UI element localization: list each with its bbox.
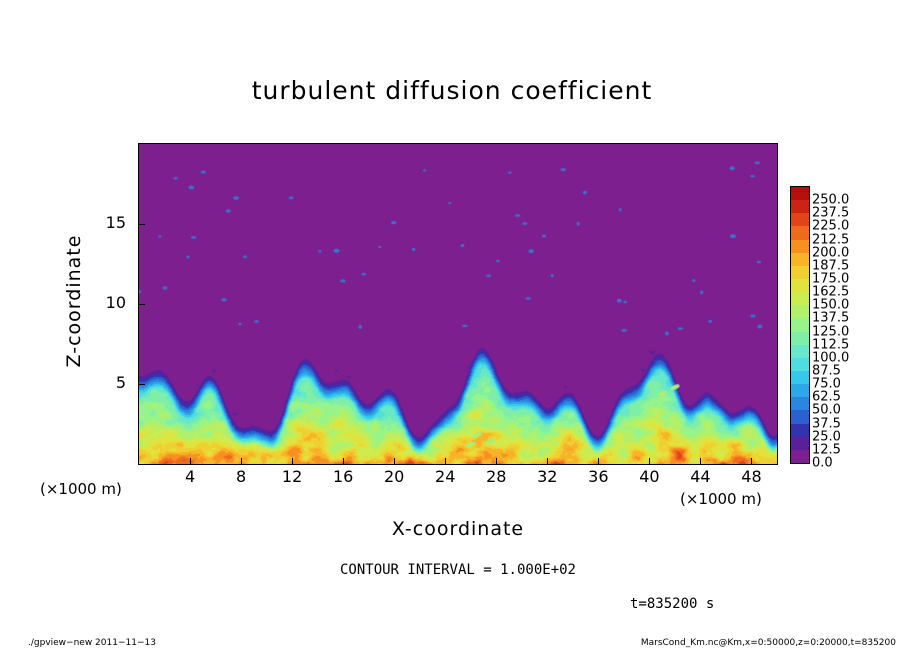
colorbar-label-75: 75.0 <box>812 376 841 392</box>
colorbar-strip <box>790 186 810 464</box>
y-tick-mark <box>138 304 145 305</box>
y-tick-15: 15 <box>105 213 126 232</box>
colorbar-cell <box>791 410 809 424</box>
colorbar-label-225: 225.0 <box>812 218 850 234</box>
colorbar-label-87.5: 87.5 <box>812 363 841 379</box>
colorbar-label-212.5: 212.5 <box>812 232 850 248</box>
x-tick-16: 16 <box>332 467 354 486</box>
colorbar-label-200: 200.0 <box>812 245 850 261</box>
x-unit-right: (×1000 m) <box>680 490 762 508</box>
colorbar-label-137.5: 137.5 <box>812 310 850 326</box>
x-tick-4: 4 <box>184 467 196 486</box>
colorbar-label-50: 50.0 <box>812 402 841 418</box>
colorbar-cell <box>791 384 809 398</box>
colorbar-label-112.5: 112.5 <box>812 337 850 353</box>
x-tick-40: 40 <box>639 467 660 486</box>
colorbar-cell <box>791 278 809 293</box>
x-tick-48: 48 <box>741 467 762 486</box>
x-tick-mark <box>700 458 701 465</box>
x-tick-mark <box>547 458 548 465</box>
colorbar-cell <box>791 187 809 201</box>
colorbar-cell <box>791 370 809 385</box>
x-tick-8: 8 <box>235 467 247 486</box>
time-note: t=835200 s <box>630 596 715 612</box>
colorbar-label-150: 150.0 <box>812 297 850 313</box>
x-tick-44: 44 <box>690 467 711 486</box>
colorbar-label-62.5: 62.5 <box>812 389 841 405</box>
colorbar-cell <box>791 226 809 240</box>
colorbar-cell <box>791 331 809 345</box>
x-tick-mark <box>292 458 293 465</box>
colorbar-label-37.5: 37.5 <box>812 416 841 432</box>
colorbar-label-187.5: 187.5 <box>812 258 850 274</box>
colorbar-label-25: 25.0 <box>812 429 841 445</box>
footer-left: ./gpview−new 2011−11−13 <box>28 638 156 648</box>
colorbar-label-100: 100.0 <box>812 350 850 366</box>
y-tick-5: 5 <box>115 373 126 392</box>
y-tick-10: 10 <box>105 293 126 312</box>
x-tick-mark <box>751 458 752 465</box>
colorbar-cell <box>791 292 809 306</box>
colorbar-label-125: 125.0 <box>812 324 850 340</box>
x-tick-36: 36 <box>588 467 609 486</box>
footer-right: MarsCond_Km.nc@Km,x=0:50000,z=0:20000,t=… <box>640 638 896 648</box>
x-tick-mark <box>343 458 344 465</box>
x-unit-left: (×1000 m) <box>40 480 122 498</box>
colorbar-cell <box>791 200 809 214</box>
colorbar-cell <box>791 397 809 411</box>
contour-interval-note: CONTOUR INTERVAL = 1.000E+02 <box>339 562 576 578</box>
colorbar-label-162.5: 162.5 <box>812 284 850 300</box>
x-tick-mark <box>190 458 191 465</box>
colorbar-cell <box>791 213 809 227</box>
x-tick-mark <box>445 458 446 465</box>
x-tick-20: 20 <box>384 467 405 486</box>
colorbar-cell <box>791 357 809 371</box>
colorbar-cell <box>791 344 809 358</box>
colorbar-label-175: 175.0 <box>812 271 850 287</box>
colorbar-cell <box>791 449 809 463</box>
y-axis-label: Z-coordinate <box>63 234 85 368</box>
x-tick-24: 24 <box>435 467 456 486</box>
colorbar-label-12.5: 12.5 <box>812 442 841 458</box>
y-tick-mark <box>138 384 145 385</box>
heatmap-canvas <box>139 144 777 464</box>
colorbar-cell <box>791 265 809 279</box>
colorbar-label-237.5: 237.5 <box>812 205 850 221</box>
colorbar-cell <box>791 305 809 319</box>
x-tick-12: 12 <box>281 467 303 486</box>
x-tick-28: 28 <box>486 467 507 486</box>
colorbar: 0.0 12.5 25.0 37.5 50.0 62.5 75.0 87.5 100.0 112.… <box>790 186 849 471</box>
page-title: turbulent diffusion coefficient <box>251 76 653 105</box>
colorbar-label-250: 250.0 <box>812 192 850 208</box>
x-tick-32: 32 <box>537 467 558 486</box>
x-tick-mark <box>394 458 395 465</box>
x-axis-label: X-coordinate <box>391 518 525 540</box>
x-tick-mark <box>496 458 497 465</box>
colorbar-cell <box>791 423 809 437</box>
x-tick-mark <box>649 458 650 465</box>
y-tick-mark <box>138 224 145 225</box>
colorbar-cell <box>791 252 809 266</box>
x-tick-mark <box>241 458 242 465</box>
colorbar-cell <box>791 318 809 332</box>
colorbar-label-0: 0.0 <box>812 455 833 471</box>
plot-area <box>138 143 778 465</box>
colorbar-cell <box>791 239 809 253</box>
colorbar-cell <box>791 436 809 450</box>
x-tick-mark <box>598 458 599 465</box>
